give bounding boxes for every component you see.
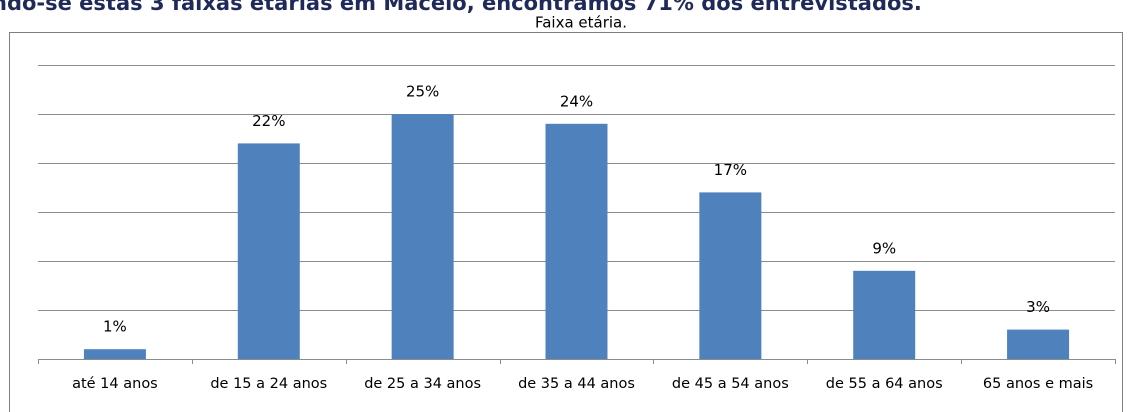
- x-tick-label: de 45 a 54 anos: [672, 376, 789, 392]
- bar: [83, 349, 146, 359]
- bar: [699, 192, 762, 359]
- data-label: 1%: [103, 318, 127, 336]
- context-text: ndo-se estas 3 faixas etárias em Maceió,…: [0, 0, 922, 15]
- chart-title: Faixa etária.: [535, 14, 627, 32]
- data-label: 24%: [560, 92, 593, 110]
- x-tick-label: de 25 a 34 anos: [364, 376, 481, 392]
- x-tick-label: de 15 a 24 anos: [210, 376, 327, 392]
- bar: [391, 114, 454, 359]
- bar: [1007, 329, 1070, 359]
- x-tick-label: de 35 a 44 anos: [518, 376, 635, 392]
- data-label: 3%: [1026, 298, 1050, 316]
- data-label: 25%: [406, 83, 439, 101]
- data-label: 17%: [714, 161, 747, 179]
- bar: [545, 123, 608, 359]
- data-label: 9%: [872, 239, 896, 257]
- data-label: 22%: [252, 112, 285, 130]
- bar: [853, 270, 916, 359]
- x-tick-label: até 14 anos: [72, 376, 158, 392]
- x-tick-label: de 55 a 64 anos: [826, 376, 943, 392]
- x-tick-label: 65 anos e mais: [983, 376, 1093, 392]
- bar: [237, 143, 300, 359]
